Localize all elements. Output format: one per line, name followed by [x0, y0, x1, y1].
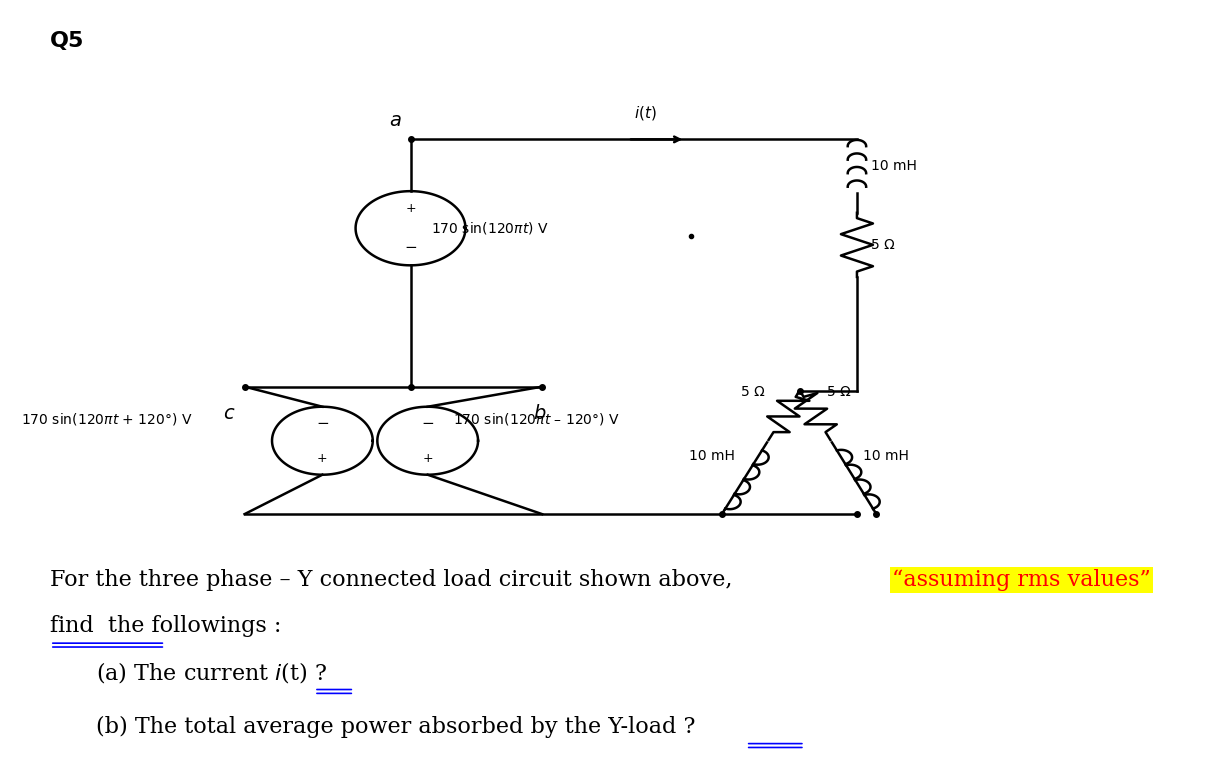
- Text: For the three phase – Y connected load circuit shown above,: For the three phase – Y connected load c…: [50, 569, 740, 590]
- Text: $i(t)$: $i(t)$: [634, 105, 656, 123]
- Text: 5 Ω: 5 Ω: [870, 238, 895, 251]
- Text: −: −: [404, 240, 417, 255]
- Text: 170 sin(120$\pi t$) V: 170 sin(120$\pi t$) V: [432, 220, 549, 236]
- Text: find  the: find the: [50, 615, 144, 637]
- Text: find  the followings :: find the followings :: [50, 615, 282, 637]
- Text: 5 Ω: 5 Ω: [827, 385, 851, 399]
- Text: load: load: [746, 715, 794, 737]
- Text: −: −: [316, 415, 329, 430]
- Text: 5 Ω: 5 Ω: [741, 385, 765, 399]
- Text: (a) The current $\mathit{i}$(t) ?: (a) The current $\mathit{i}$(t) ?: [96, 660, 326, 685]
- Text: $\mathbf{\mathit{a}}$: $\mathbf{\mathit{a}}$: [388, 111, 401, 130]
- Text: 10 mH: 10 mH: [863, 449, 909, 463]
- Text: 170 sin(120$\pi t$ + 120°) V: 170 sin(120$\pi t$ + 120°) V: [22, 411, 193, 427]
- Text: $\mathbf{\mathit{b}}$: $\mathbf{\mathit{b}}$: [533, 404, 546, 423]
- Text: +: +: [317, 452, 328, 465]
- Text: $\mathit{i}$(t): $\mathit{i}$(t): [314, 660, 347, 685]
- Text: Q5: Q5: [50, 31, 85, 52]
- Text: (b) The total average power absorbed by the Y-load ?: (b) The total average power absorbed by …: [96, 715, 695, 738]
- Text: $\mathbf{\mathit{c}}$: $\mathbf{\mathit{c}}$: [222, 404, 236, 423]
- Text: “assuming rms values”: “assuming rms values”: [892, 569, 1151, 590]
- Text: 170 sin(120$\pi t$ – 120°) V: 170 sin(120$\pi t$ – 120°) V: [453, 411, 620, 427]
- Text: (a) The current: (a) The current: [96, 662, 274, 683]
- Text: 10 mH: 10 mH: [689, 449, 735, 463]
- Text: 10 mH: 10 mH: [870, 159, 916, 173]
- Text: +: +: [405, 202, 416, 216]
- Text: −: −: [421, 415, 434, 430]
- Text: +: +: [422, 452, 433, 465]
- Text: (b) The total average power absorbed by the Y-: (b) The total average power absorbed by …: [96, 715, 627, 738]
